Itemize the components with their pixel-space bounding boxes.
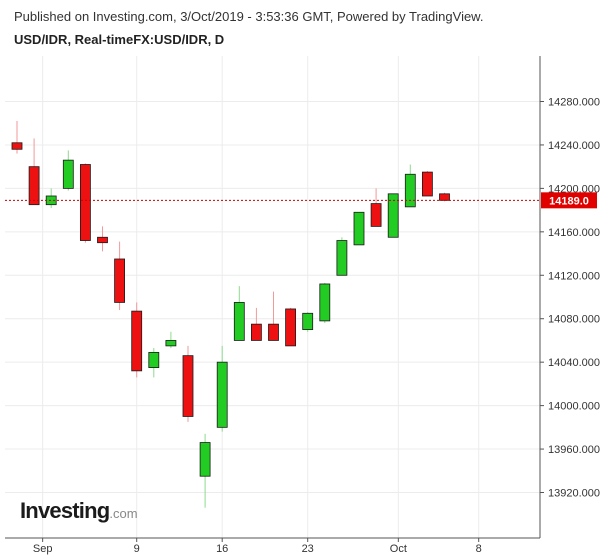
x-tick-label: Oct bbox=[390, 543, 407, 555]
candle-up bbox=[336, 240, 348, 276]
y-tick-label: 14280.000 bbox=[548, 97, 600, 109]
candle-up bbox=[302, 312, 314, 330]
x-tick-label: Sep bbox=[33, 543, 53, 555]
investing-logo: Investing.com bbox=[20, 498, 138, 524]
candle-up bbox=[404, 173, 416, 208]
candle-down bbox=[250, 323, 262, 341]
candle-up bbox=[319, 283, 331, 322]
last-price-tag bbox=[541, 192, 597, 209]
candle-down bbox=[80, 164, 91, 241]
y-tick-label: 14080.000 bbox=[548, 314, 600, 326]
candle-down bbox=[182, 355, 194, 417]
candle-down bbox=[285, 308, 297, 347]
x-tick-label: 23 bbox=[302, 543, 314, 555]
candle-up bbox=[165, 340, 177, 347]
candle-up bbox=[62, 159, 74, 189]
candle-up bbox=[353, 211, 365, 246]
price-overlay: 14189.0 bbox=[5, 192, 597, 209]
candle-up bbox=[216, 361, 228, 428]
last-price-label: 14189.0 bbox=[549, 195, 589, 207]
y-tick-label: 14040.000 bbox=[548, 357, 600, 369]
x-tick-label: 16 bbox=[216, 543, 228, 555]
y-tick-label: 14120.000 bbox=[548, 270, 600, 282]
y-tick-label: 13960.000 bbox=[548, 444, 600, 456]
x-tick-label: 9 bbox=[134, 543, 140, 555]
candle-down bbox=[439, 193, 450, 201]
y-tick-label: 14000.000 bbox=[548, 401, 600, 413]
published-note: Published on Investing.com, 3/Oct/2019 -… bbox=[14, 9, 484, 24]
candle-down bbox=[28, 166, 40, 206]
candle-down bbox=[11, 142, 23, 150]
candle-down bbox=[131, 310, 143, 372]
candle-down bbox=[421, 171, 433, 197]
y-tick-label: 14240.000 bbox=[548, 140, 600, 152]
y-tick-label: 13920.000 bbox=[548, 488, 600, 500]
chart-title: USD/IDR, Real-timeFX:USD/IDR, D bbox=[14, 32, 225, 47]
logo-brand: Investing bbox=[20, 498, 110, 523]
logo-domain: .com bbox=[109, 506, 138, 521]
candle-down bbox=[114, 258, 125, 303]
candle-up bbox=[148, 351, 160, 368]
candles bbox=[11, 121, 450, 508]
axes: 13920.000 13960.000 14000.000 14040.000 1408… bbox=[5, 56, 600, 555]
candle-up bbox=[233, 302, 245, 341]
candle-up bbox=[199, 442, 211, 477]
grid-lines bbox=[5, 56, 540, 538]
candle-down bbox=[97, 236, 108, 244]
candle-down bbox=[370, 203, 382, 227]
y-tick-label: 14160.000 bbox=[548, 227, 600, 239]
x-tick-label: 8 bbox=[476, 543, 482, 555]
candle-up bbox=[387, 193, 399, 238]
candle-down bbox=[268, 323, 279, 341]
